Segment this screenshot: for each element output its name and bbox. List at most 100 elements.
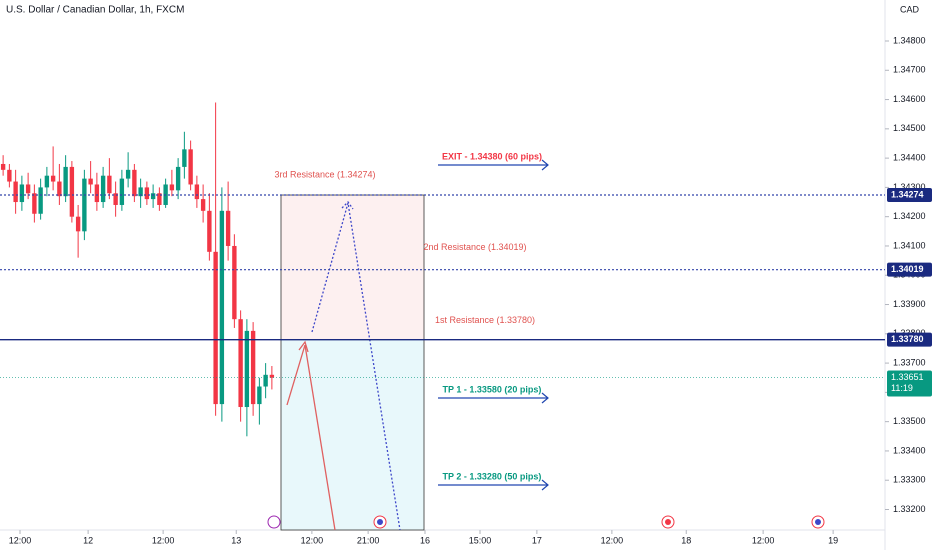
candle-body: [238, 319, 243, 408]
x-tick-label: 12:00: [301, 535, 324, 545]
y-tick-label: 1.34500: [893, 123, 926, 133]
tp1-arrow-head: [541, 392, 549, 404]
candle-body: [250, 330, 256, 405]
candle-body: [169, 184, 175, 191]
zones: [280, 194, 425, 531]
candle-body: [157, 193, 162, 205]
events: [267, 515, 825, 529]
y-tick-label: 1.33700: [893, 357, 926, 367]
y-tick-label: 1.33300: [893, 475, 926, 485]
projection-head: [341, 200, 354, 210]
x-tick-label: 13: [231, 535, 241, 545]
arrow-up: [286, 344, 306, 406]
candle-body: [38, 187, 43, 214]
candle-body: [13, 181, 18, 203]
x-tick-label: 12: [83, 535, 93, 545]
candle-body: [207, 210, 212, 252]
level-text: 3rd Resistance (1.34274): [274, 169, 375, 179]
candle-body: [138, 187, 143, 197]
x-tick-label: 16: [420, 535, 430, 545]
candle-body: [50, 175, 56, 182]
candle-body: [125, 169, 131, 179]
currency: CAD: [900, 4, 920, 14]
level-badge-label: 1.34019: [891, 264, 924, 274]
level-badge: [887, 188, 932, 203]
candle-body: [75, 216, 81, 232]
candle-body: [0, 163, 6, 170]
event-flag: [665, 519, 671, 525]
level-badge-label: 1.34274: [891, 189, 924, 199]
level-badge: [887, 262, 932, 277]
candle-body: [63, 166, 68, 197]
y-tick-label: 1.33500: [893, 416, 926, 426]
candle-body: [32, 193, 37, 214]
tp2-arrow-head: [541, 479, 549, 491]
support-zone: [280, 339, 425, 531]
candle-body: [132, 169, 137, 197]
candle-body: [194, 184, 200, 200]
candle-body: [7, 169, 12, 182]
candle-body: [225, 210, 231, 246]
x-tick-label: 15:00: [469, 535, 492, 545]
candle-body: [200, 199, 206, 211]
candle-body: [107, 175, 112, 194]
level-badge-label: 1.33780: [891, 334, 924, 344]
event-icon: [267, 515, 281, 529]
x-tick-label: 12:00: [152, 535, 175, 545]
projection: [286, 200, 401, 531]
event-flag: [815, 519, 821, 525]
candle-body: [113, 193, 118, 205]
y-tick-label: 1.33900: [893, 299, 926, 309]
candle-body: [213, 251, 218, 405]
candles: [0, 102, 275, 437]
x-tick-label: 12:00: [9, 535, 32, 545]
candle-body: [88, 178, 93, 185]
current-price-label: 1.33651: [891, 372, 924, 382]
y-tick-label: 1.34600: [893, 94, 926, 104]
x-tick-label: 18: [681, 535, 691, 545]
candle-body: [257, 386, 262, 405]
candle-body: [244, 330, 250, 408]
y-tick-label: 1.33200: [893, 504, 926, 514]
candle-body: [94, 184, 100, 203]
candle-body: [269, 374, 275, 378]
current-price-badge: [887, 370, 932, 397]
x-tick-label: 12:00: [752, 535, 775, 545]
level-text: 1st Resistance (1.33780): [435, 315, 535, 325]
y-tick-label: 1.34300: [893, 182, 926, 192]
candle-body: [69, 166, 75, 217]
candle-body: [263, 374, 268, 387]
candle-body: [44, 175, 50, 188]
event-flag: [377, 519, 383, 525]
arrow-line: [304, 344, 336, 531]
y-tick-label: 1.34800: [893, 35, 926, 45]
current-price-timer: 11:19: [891, 383, 913, 393]
level-text: 2nd Resistance (1.34019): [423, 242, 526, 252]
level-badge: [887, 332, 932, 347]
candle-body: [25, 184, 31, 194]
candle-body: [182, 149, 187, 167]
x-tick-label: 19: [828, 535, 838, 545]
tp1-label: TP 1 - 1.33580 (20 pips): [443, 384, 542, 394]
overlay: 3rd Resistance (1.34274) 1.34274 2nd Resis…: [0, 169, 932, 397]
candle-body: [219, 210, 225, 405]
y-tick-label: 1.34700: [893, 65, 926, 75]
y-tick-label: 1.33400: [893, 445, 926, 455]
y-tick-label: 1.34100: [893, 240, 926, 250]
y-tick-label: 1.34200: [893, 211, 926, 221]
candle-body: [188, 149, 193, 185]
x-tick-label: 12:00: [601, 535, 624, 545]
candle-body: [57, 181, 62, 197]
x-tick-label: 21:00: [357, 535, 380, 545]
candle-body: [144, 187, 150, 200]
x-tick-label: 17: [532, 535, 542, 545]
exit-arrow-head: [541, 159, 549, 171]
candle-body: [175, 166, 181, 191]
tp2-label: TP 2 - 1.33280 (50 pips): [443, 471, 542, 481]
arrow-head: [298, 340, 309, 353]
chart-title: U.S. Dollar / Canadian Dollar, 1h, FXCM: [6, 5, 184, 16]
candle-body: [119, 178, 125, 205]
candle-body: [19, 184, 25, 203]
